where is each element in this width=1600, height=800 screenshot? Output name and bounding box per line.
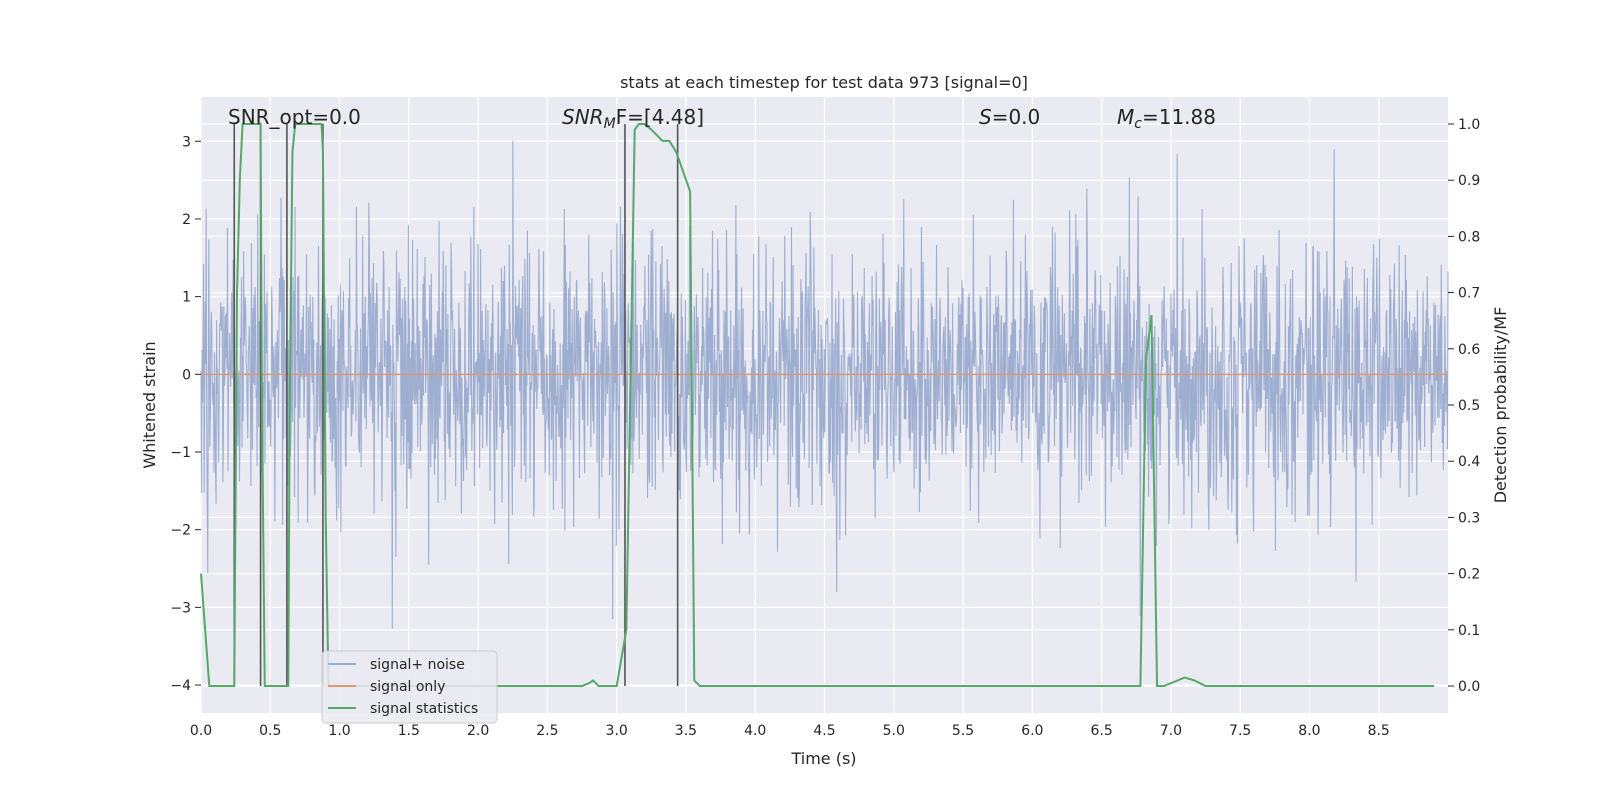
y-left-tick-label: −1	[170, 445, 191, 461]
y-axis-label-right: Detection probability/MF	[1491, 307, 1510, 504]
series-signal-noise	[200, 140, 1449, 629]
annotation-snr-mf-sub: M	[604, 116, 616, 132]
y-right-tick-label: 0.4	[1458, 454, 1480, 470]
y-left-tick-label: −4	[170, 678, 191, 694]
y-left-tick-label: 0	[182, 367, 191, 383]
y-right-tick-labels: 0.0 0.1 0.2 0.3 0.4 0.5 0.6 0.7 0.8 0.9 1.0	[1448, 117, 1480, 695]
x-tick-label: 3.0	[606, 723, 628, 739]
x-tick-label: 7.5	[1229, 723, 1251, 739]
x-axis-label: Time (s)	[790, 749, 856, 768]
y-right-tick-label: 0.3	[1458, 510, 1480, 526]
y-right-tick-label: 0.5	[1458, 398, 1480, 414]
y-right-tick-label: 0.7	[1458, 286, 1480, 302]
x-tick-label: 4.0	[744, 723, 766, 739]
y-left-tick-label: −2	[170, 523, 191, 539]
legend-label-noise: signal+ noise	[370, 657, 465, 673]
annotation-mc-rest: =11.88	[1142, 105, 1216, 129]
x-tick-label: 8.0	[1298, 723, 1320, 739]
x-tick-label: 5.0	[883, 723, 905, 739]
legend: signal+ noise signal only signal statist…	[321, 650, 498, 724]
x-tick-label: 0.0	[190, 723, 212, 739]
y-left-tick-label: 3	[182, 134, 191, 150]
x-tick-label: 2.5	[536, 723, 558, 739]
annotation-mc: Mc=11.88	[1117, 105, 1216, 132]
x-tick-label: 1.5	[398, 723, 420, 739]
x-tick-label: 6.5	[1090, 723, 1112, 739]
x-tick-label: 6.0	[1021, 723, 1043, 739]
y-left-tick-label: 1	[182, 290, 191, 306]
y-right-tick-label: 1.0	[1458, 117, 1480, 133]
x-tick-label: 0.5	[259, 723, 281, 739]
y-right-tick-label: 0.9	[1458, 173, 1480, 189]
statistics-line	[200, 122, 1435, 688]
y-axis-label-left: Whitened strain	[140, 341, 159, 468]
chart-title: stats at each timestep for test data 973…	[620, 73, 1028, 92]
x-tick-label: 4.5	[813, 723, 835, 739]
annotation-snr-mf-rest: F=[4.48]	[616, 105, 704, 129]
legend-box	[321, 650, 498, 724]
y-right-tick-label: 0.1	[1458, 623, 1480, 639]
annotation-mc-sub: c	[1134, 116, 1142, 132]
x-tick-label: 5.5	[952, 723, 974, 739]
y-right-tick-label: 0.2	[1458, 567, 1480, 583]
x-tick-label: 8.5	[1368, 723, 1390, 739]
annotation-mc-main: M	[1117, 105, 1134, 129]
annotation-snr-mf-main: SNR	[562, 105, 604, 129]
y-left-tick-label: 2	[182, 212, 191, 228]
y-right-tick-label: 0.0	[1458, 679, 1480, 695]
x-tick-label: 3.5	[675, 723, 697, 739]
legend-label-signal-only: signal only	[370, 679, 445, 695]
legend-label-statistics: signal statistics	[370, 701, 478, 717]
x-tick-labels: 0.0 0.5 1.0 1.5 2.0 2.5 3.0 3.5 4.0 4.5 5.0 5.5 6.0 6…	[190, 723, 1390, 739]
y-right-tick-label: 0.8	[1458, 229, 1480, 245]
series-signal-statistics	[200, 122, 1435, 688]
y-left-tick-label: −3	[170, 600, 191, 616]
annotation-snr-opt: SNR_opt=0.0	[228, 105, 361, 129]
annotation-s-main: S	[979, 105, 992, 129]
y-left-tick-labels: −4 −3 −2 −1 0 1 2 3	[170, 134, 201, 694]
x-tick-label: 7.0	[1160, 723, 1182, 739]
x-tick-label: 1.0	[328, 723, 350, 739]
noise-line	[200, 140, 1449, 629]
y-right-tick-label: 0.6	[1458, 342, 1480, 358]
annotation-s-rest: =0.0	[992, 105, 1041, 129]
x-tick-label: 2.0	[467, 723, 489, 739]
annotation-s: S=0.0	[979, 105, 1040, 129]
annotation-snr-mf: SNRMF=[4.48]	[562, 105, 704, 132]
